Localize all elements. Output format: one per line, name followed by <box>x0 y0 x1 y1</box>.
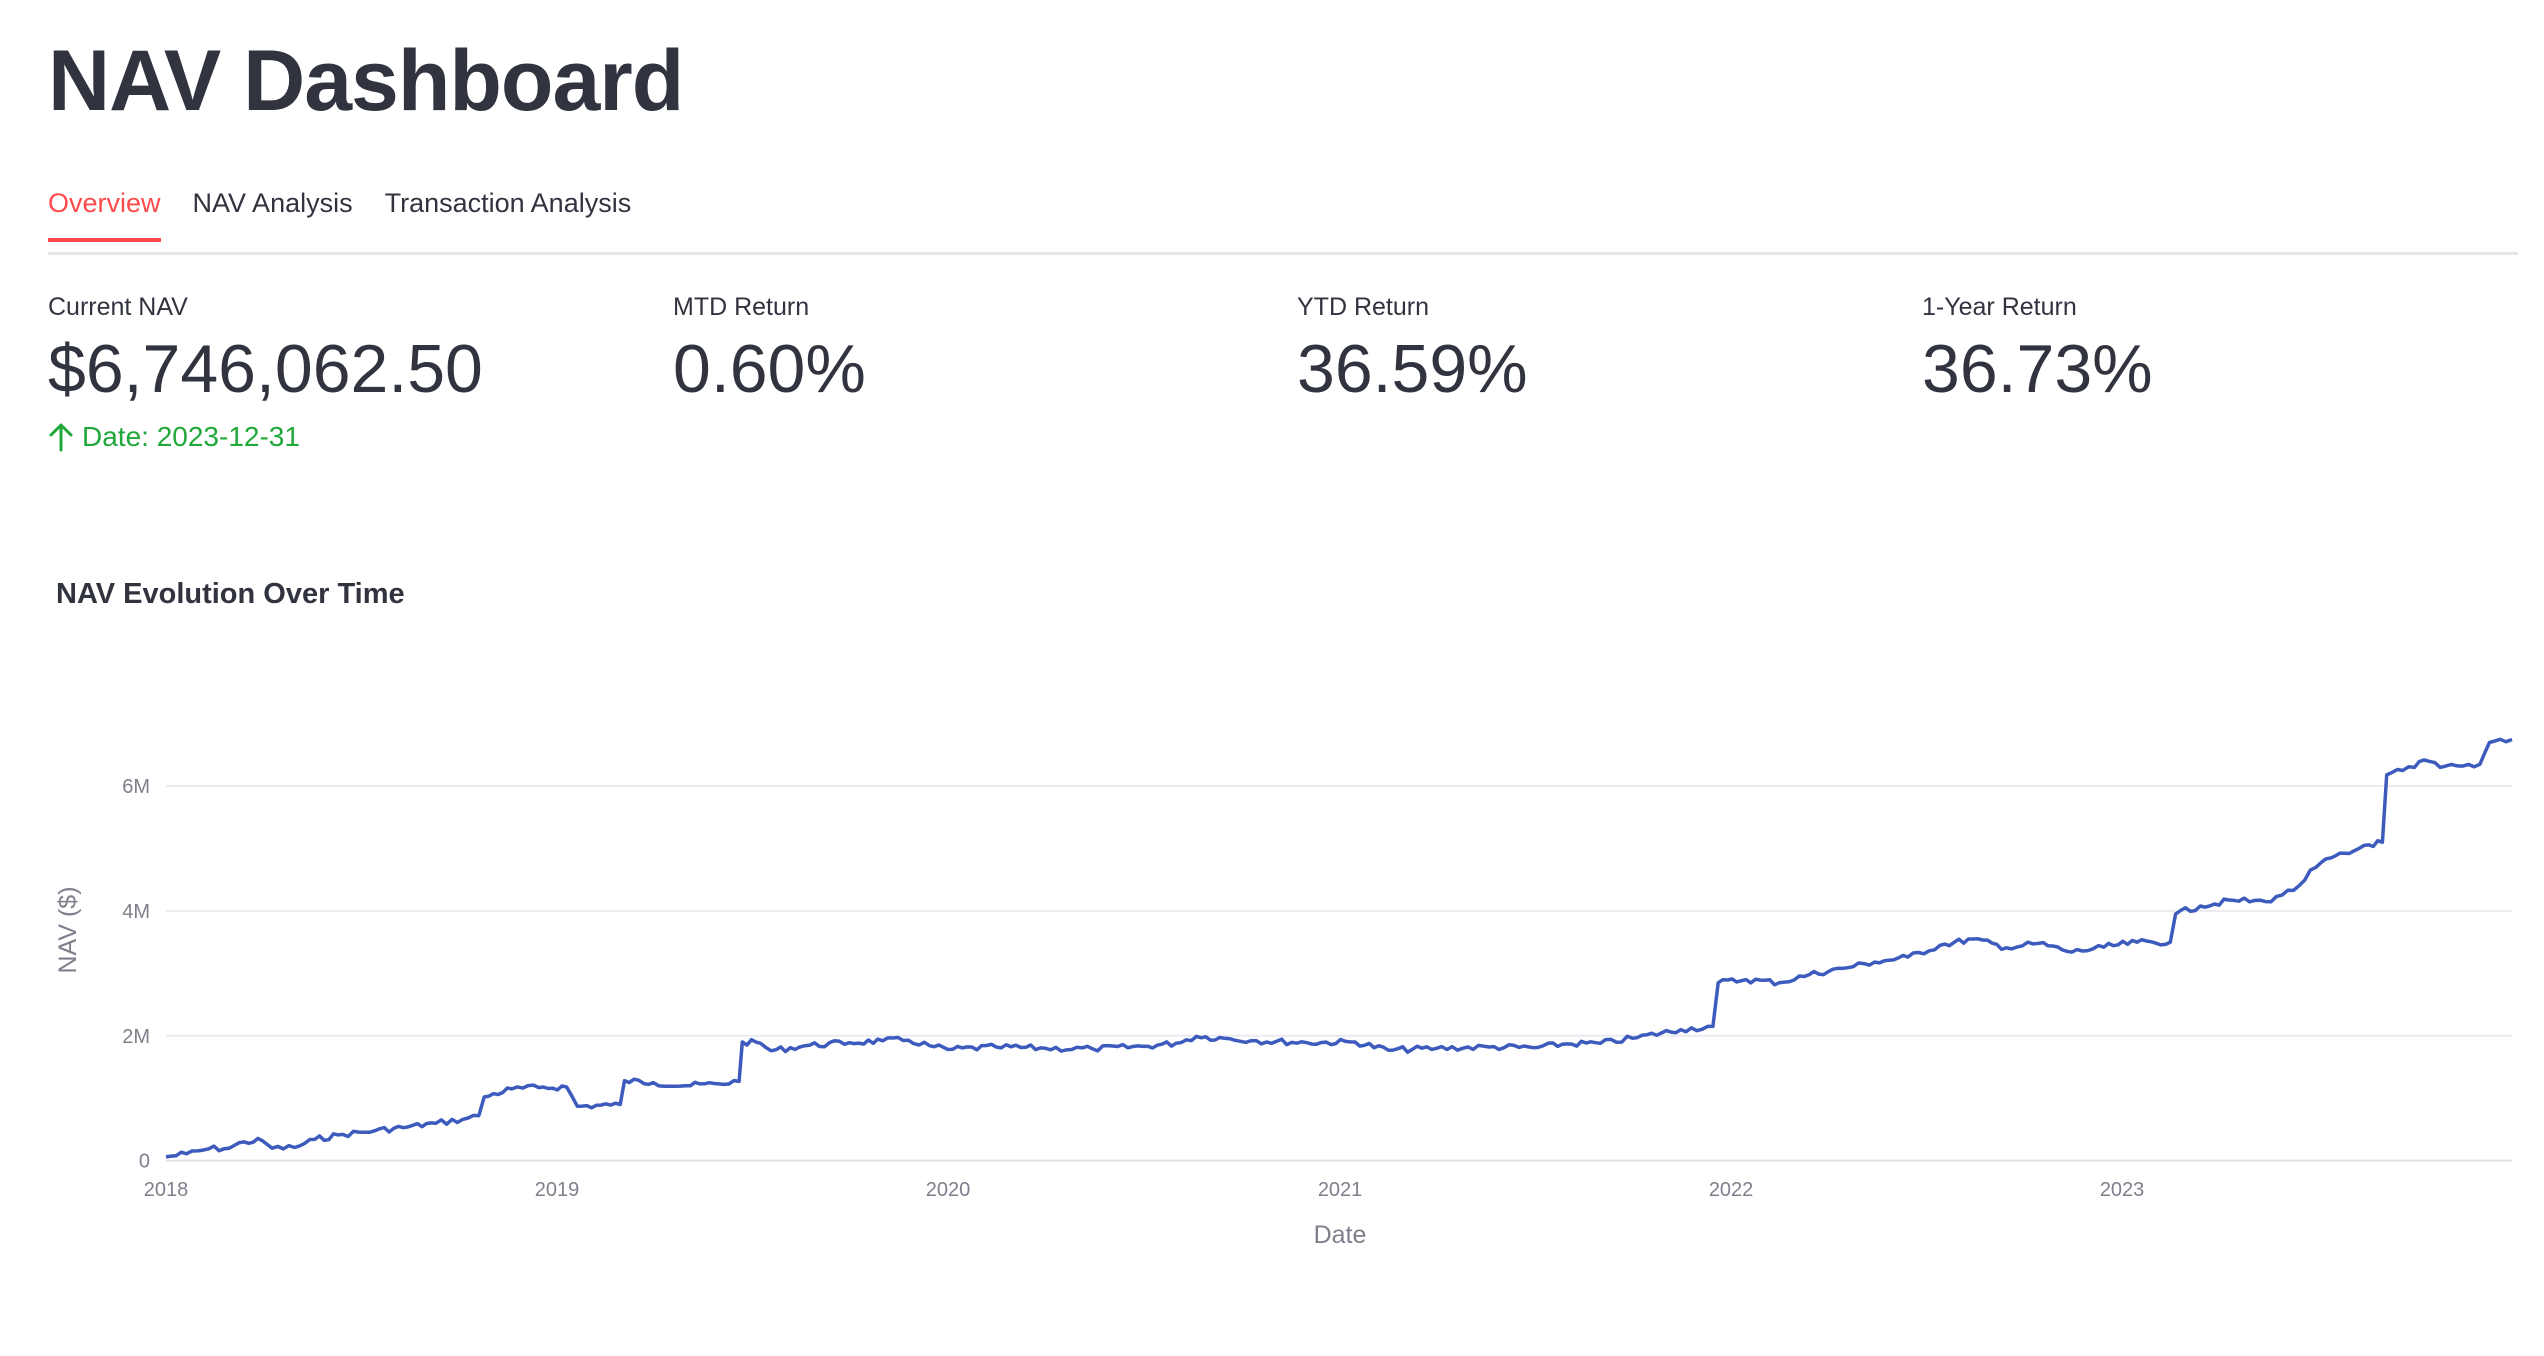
metric-delta: Date: 2023-12-31 <box>48 421 483 453</box>
metric-label: YTD Return <box>1297 293 1429 321</box>
tab-transaction-analysis[interactable]: Transaction Analysis <box>384 188 632 218</box>
x-axis-ticks: 2018 2019 2020 2021 2022 2023 <box>144 1179 2145 1201</box>
metric-delta-text: Date: 2023-12-31 <box>82 420 300 452</box>
metric-value: 36.73% <box>1922 331 2153 407</box>
tab-overview[interactable]: Overview <box>48 190 161 242</box>
nav-series-line[interactable] <box>165 737 2513 1159</box>
metric-mtd-return: MTD Return 0.60% <box>673 292 866 407</box>
nav-line-chart[interactable]: 0 2M 4M 6M 2018 2019 2020 2021 2022 2023 Date NA… <box>0 640 2544 1280</box>
metric-value: $6,746,062.50 <box>48 331 483 407</box>
metric-label: MTD Return <box>673 293 810 321</box>
metric-label: Current NAV <box>48 293 188 321</box>
tab-bar: Overview NAV Analysis Transaction Analys… <box>48 190 2518 255</box>
arrow-up-icon <box>49 423 73 452</box>
y-axis-ticks: 0 2M 4M 6M <box>122 776 150 1173</box>
y-tick-label: 4M <box>122 901 150 923</box>
x-tick-label: 2020 <box>926 1179 971 1201</box>
y-tick-label: 2M <box>122 1026 150 1048</box>
y-tick-label: 0 <box>139 1151 150 1173</box>
y-tick-label: 6M <box>122 776 150 798</box>
metric-value: 0.60% <box>673 331 866 407</box>
metric-1-year-return: 1-Year Return 36.73% <box>1922 292 2153 407</box>
x-tick-label: 2022 <box>1709 1179 1754 1201</box>
x-tick-label: 2021 <box>1318 1179 1363 1201</box>
tab-nav-analysis[interactable]: NAV Analysis <box>192 188 353 218</box>
series-layer <box>165 737 2513 1159</box>
x-tick-label: 2023 <box>2100 1179 2145 1201</box>
x-axis-title: Date <box>1314 1221 1367 1249</box>
page-title: NAV Dashboard <box>48 33 684 129</box>
metric-current-nav: Current NAV $6,746,062.50 Date: 2023-12-… <box>48 292 483 453</box>
x-tick-label: 2018 <box>144 1179 189 1201</box>
grid-lines <box>166 785 2512 1162</box>
y-axis-title: NAV ($) <box>54 886 82 973</box>
chart-title: NAV Evolution Over Time <box>56 578 405 610</box>
metric-label: 1-Year Return <box>1922 293 2077 321</box>
metric-value: 36.59% <box>1297 331 1528 407</box>
metric-ytd-return: YTD Return 36.59% <box>1297 292 1528 407</box>
x-tick-label: 2019 <box>535 1179 580 1201</box>
